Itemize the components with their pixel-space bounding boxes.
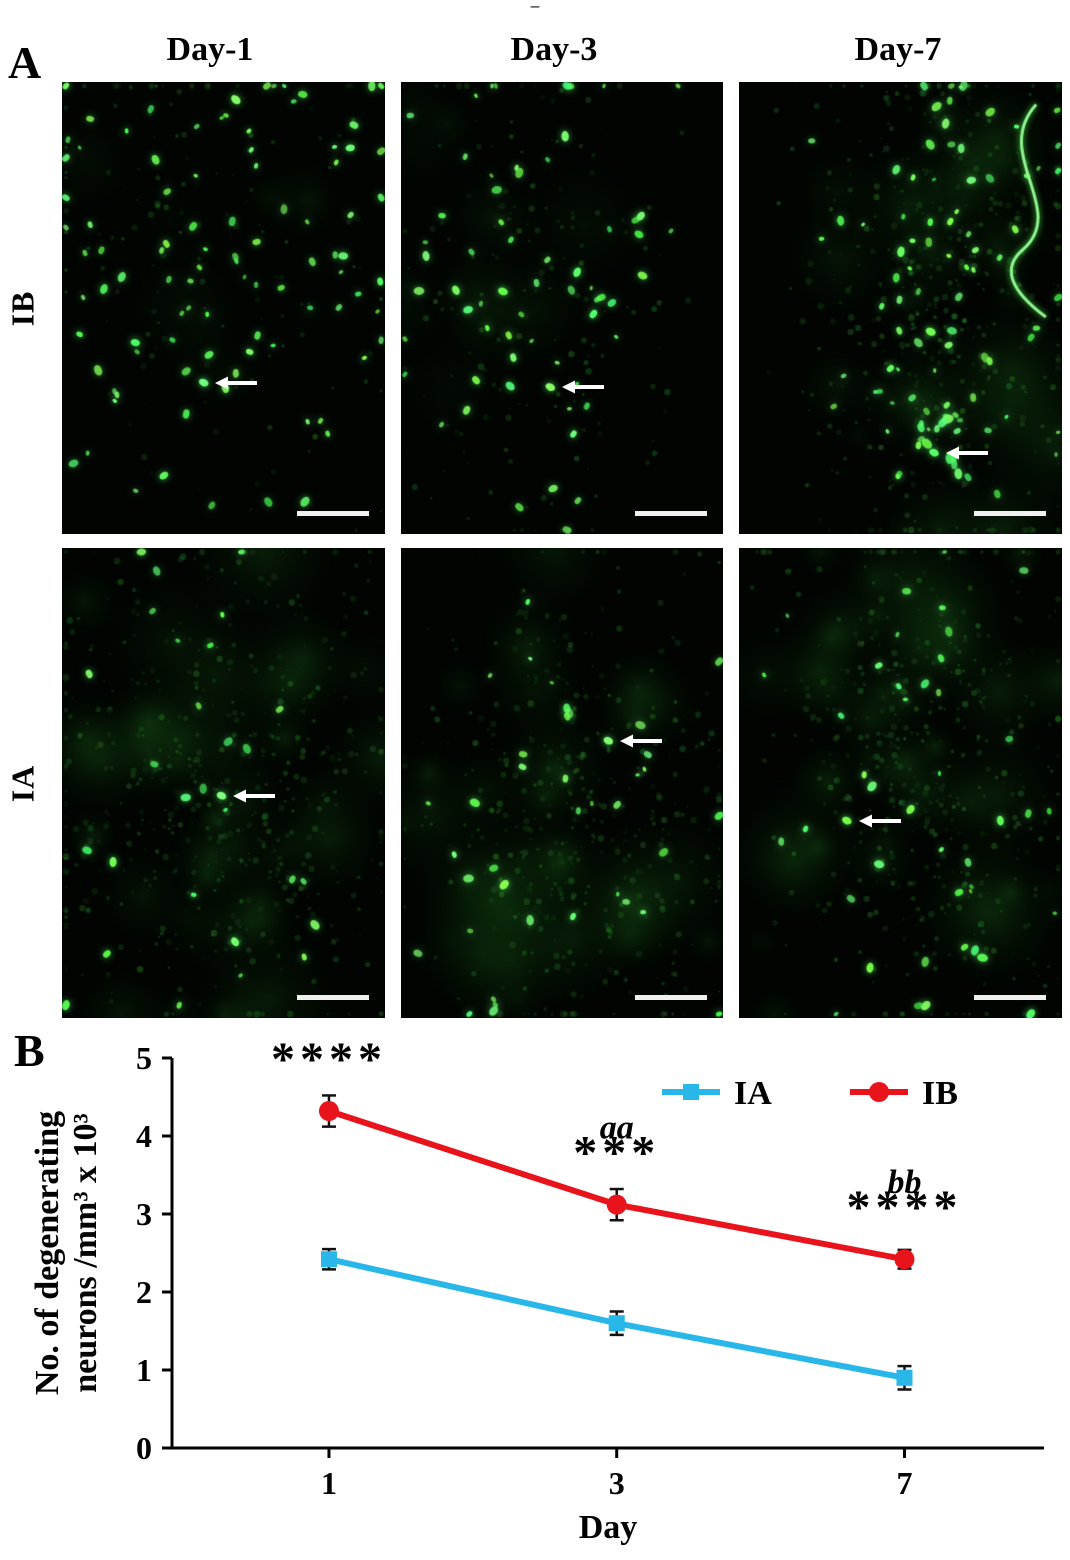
significance-letters: aa [600, 1110, 634, 1147]
marker-square-ia [608, 1315, 625, 1332]
marker-square-ia [320, 1251, 337, 1268]
micrograph-ib-day7 [739, 82, 1063, 534]
y-tick-label: 0 [136, 1430, 152, 1466]
x-tick-label: 3 [609, 1465, 625, 1501]
pointer-arrow-icon [233, 788, 277, 804]
scale-bar [296, 511, 369, 516]
x-axis-title: Day [579, 1509, 638, 1546]
micrograph-image-ib-day3 [400, 82, 724, 534]
marker-circle-ib [606, 1194, 627, 1215]
row-label-ia: IA [4, 764, 41, 802]
legend-marker-ib [869, 1082, 889, 1102]
y-tick-label: 3 [136, 1196, 152, 1232]
micrograph-row-ia: IA [0, 548, 1063, 1018]
significance-stars: **** [271, 1033, 387, 1086]
x-tick-label: 1 [321, 1465, 337, 1501]
micrograph-image-ia-day1 [62, 548, 385, 1018]
x-tick-label: 7 [896, 1465, 912, 1501]
significance-stars: *** [573, 1127, 660, 1180]
micrograph-row-ib: IB [0, 82, 1063, 534]
column-headers: Day-1 Day-3 Day-7 [0, 18, 1062, 82]
y-tick-label: 1 [136, 1352, 152, 1388]
pointer-arrow-icon [945, 445, 990, 461]
micrograph-ia-day1 [62, 548, 385, 1018]
scale-bar [974, 511, 1047, 516]
y-axis-title-line1: No. of degenerating [29, 1111, 66, 1395]
marker-circle-ib [318, 1101, 339, 1122]
pointer-arrow-icon [858, 813, 903, 829]
y-tick-label: 2 [136, 1274, 152, 1310]
pointer-arrow-icon [215, 375, 259, 391]
row-label-ib: IB [4, 290, 41, 326]
panel-a-label: A [8, 37, 42, 88]
scale-bar [974, 995, 1047, 1000]
row-label-cell-ia: IA [0, 548, 46, 1018]
panel-b-line-chart: B 0 1 2 3 4 5 1 3 7 Day No. of degenerating neurons… [0, 1018, 1070, 1560]
significance-letters: bb [887, 1164, 921, 1201]
scale-bar [635, 511, 708, 516]
micrograph-image-ia-day7 [739, 548, 1063, 1018]
legend-label-ia: IA [734, 1075, 772, 1112]
micrograph-image-ib-day7 [739, 82, 1063, 534]
micrograph-ia-day3 [400, 548, 724, 1018]
pointer-arrow-icon [620, 733, 664, 749]
y-tick-label: 5 [136, 1040, 152, 1076]
scale-bar [296, 995, 369, 1000]
legend-label-ib: IB [922, 1075, 958, 1112]
micrograph-ib-day1 [62, 82, 385, 534]
column-header-day3: Day-3 [510, 31, 598, 68]
marker-square-ia [896, 1369, 913, 1386]
row-label-cell-ib: IB [0, 82, 46, 534]
degenerating-neurons-chart: 0 1 2 3 4 5 1 3 7 Day No. of degenerating neurons /… [29, 1033, 1044, 1546]
pointer-arrow-icon [562, 379, 606, 395]
marker-circle-ib [894, 1249, 915, 1270]
y-tick-label: 4 [136, 1118, 152, 1154]
column-header-day7: Day-7 [854, 31, 942, 68]
y-axis-title-line2: neurons /mm³ x 10³ [67, 1113, 104, 1393]
panel-a-micrographs: A Day-1 Day-3 Day-7 IB [0, 18, 1070, 1018]
significance-stars: **** [846, 1181, 962, 1234]
micrograph-image-ia-day3 [400, 548, 724, 1018]
crop-artifact-dash: – [530, 0, 540, 15]
micrograph-image-ib-day1 [62, 82, 385, 534]
micrograph-ia-day7 [739, 548, 1063, 1018]
panel-b-label: B [14, 1025, 45, 1076]
column-header-day1: Day-1 [166, 31, 254, 68]
legend-marker-ia [683, 1084, 699, 1100]
scale-bar [635, 995, 708, 1000]
micrograph-ib-day3 [400, 82, 724, 534]
